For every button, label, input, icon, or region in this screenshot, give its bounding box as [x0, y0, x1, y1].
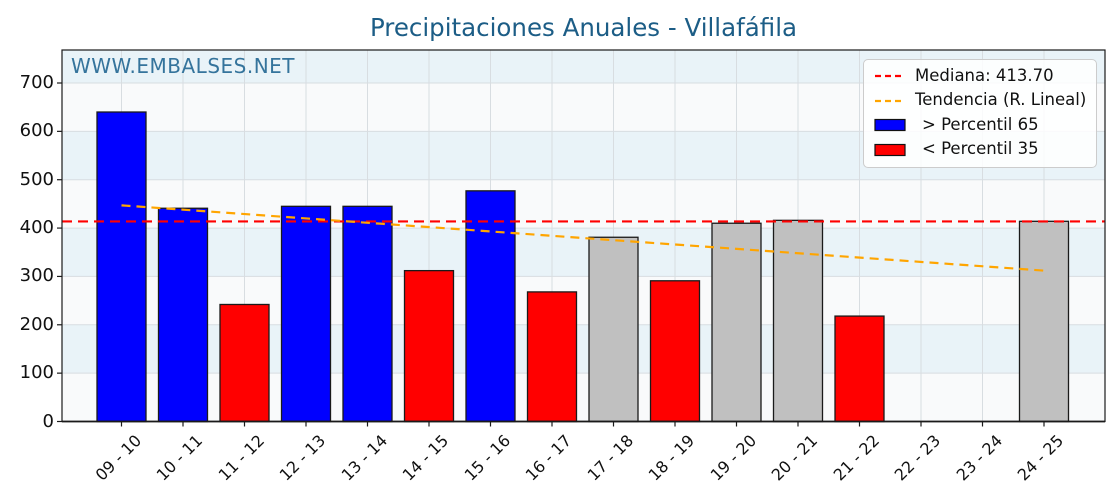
bar-18-19 — [649, 280, 701, 423]
legend-patch-sample — [874, 117, 906, 132]
background-band — [62, 228, 1105, 277]
legend-label: Mediana: 413.70 — [915, 65, 1054, 85]
bar-19-20 — [711, 222, 762, 423]
bar-11-12 — [219, 303, 270, 423]
bar-09-10 — [96, 111, 147, 423]
trend-line — [121, 204, 1045, 272]
legend-item-2: > Percentil 65 — [874, 112, 1086, 137]
bar-20-21 — [772, 219, 824, 423]
background-band — [62, 276, 1105, 325]
legend-item-0: Mediana: 413.70 — [874, 63, 1086, 88]
legend-label: Tendencia (R. Lineal) — [915, 90, 1087, 110]
bar-15-16 — [465, 190, 516, 423]
chart-title: Precipitaciones Anuales - Villafáfila — [369, 13, 798, 42]
bar-21-22 — [834, 315, 885, 423]
legend-line-sample — [874, 93, 906, 107]
y-tick-label-100: 100 — [19, 362, 54, 384]
legend-label: > Percentil 65 — [922, 114, 1039, 134]
legend-line-sample — [874, 68, 906, 82]
y-tick-label-200: 200 — [19, 313, 54, 335]
bar-16-17 — [526, 291, 578, 423]
bar-14-15 — [403, 269, 455, 423]
legend-item-1: Tendencia (R. Lineal) — [874, 88, 1086, 113]
bar-12-13 — [280, 205, 332, 423]
bar-13-14 — [342, 205, 393, 423]
bar-10-11 — [157, 207, 209, 423]
y-tick-label-300: 300 — [19, 265, 54, 287]
background-band — [62, 373, 1105, 422]
background-band — [62, 324, 1105, 374]
legend-item-3: < Percentil 35 — [874, 137, 1086, 162]
legend-box: Mediana: 413.70 Tendencia (R. Lineal) > Pe… — [863, 59, 1097, 168]
bar-17-18 — [588, 236, 639, 423]
watermark-text: WWW.EMBALSES.NET — [71, 54, 296, 78]
y-tick-label-600: 600 — [19, 120, 54, 142]
background-band — [62, 179, 1105, 229]
y-tick-label-400: 400 — [19, 217, 54, 239]
legend-patch-sample — [874, 142, 906, 156]
legend-label: < Percentil 35 — [922, 139, 1039, 159]
y-tick-label-500: 500 — [19, 168, 54, 190]
y-tick-label-0: 0 — [42, 410, 54, 432]
y-tick-label-700: 700 — [19, 72, 54, 93]
bar-24-25 — [1018, 220, 1070, 423]
